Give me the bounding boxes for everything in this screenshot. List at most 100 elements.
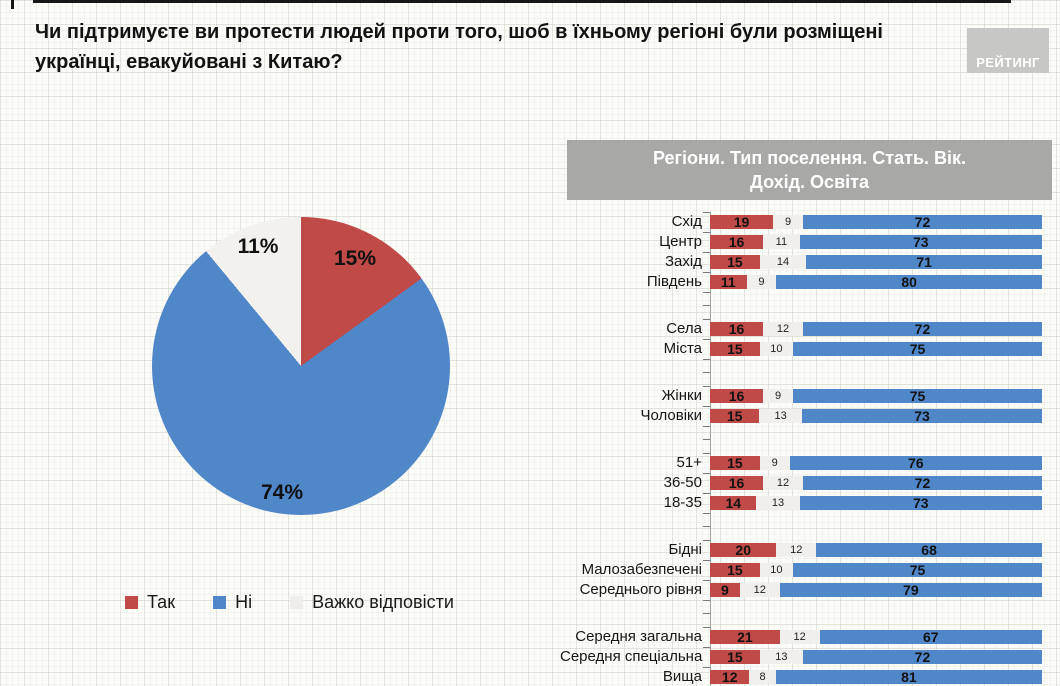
segment-no: 68 <box>816 543 1042 557</box>
segment-hard-to-say: 13 <box>756 496 800 510</box>
bar-stack: 9 12 79 <box>703 580 1042 600</box>
bar-group: Середня загальна 21 12 67 Середня спеціальна… <box>560 627 1042 686</box>
segment-yes: 15 <box>710 563 760 577</box>
segment-no: 71 <box>806 255 1042 269</box>
pie-legend: Так Ні Важко відповісти <box>125 592 454 613</box>
legend-swatch-hard-to-say-icon <box>290 596 304 609</box>
segment-hard-to-say: 9 <box>746 275 777 289</box>
segment-no: 80 <box>776 275 1042 289</box>
segment-hard-to-say: 10 <box>759 342 793 356</box>
bar-row-label: Вища <box>662 668 702 685</box>
segment-no: 75 <box>792 389 1042 403</box>
bar-stack: 15 9 76 <box>703 453 1042 473</box>
bar-group-spacer <box>560 513 1042 540</box>
bar-stack: 19 9 72 <box>703 212 1042 232</box>
bar-group-spacer <box>560 359 1042 386</box>
top-left-border-dash <box>11 0 14 9</box>
bar-row-label: Жінки <box>661 387 702 404</box>
bar-group: 51+ 15 9 76 36-50 16 12 72 18-35 14 13 73 <box>560 453 1042 513</box>
bar-row-label: Чоловіки <box>640 407 702 424</box>
segment-no: 72 <box>802 215 1042 229</box>
bar-stack: 20 12 68 <box>703 540 1042 560</box>
segment-hard-to-say: 14 <box>759 255 807 269</box>
segment-no: 72 <box>802 476 1042 490</box>
rating-group-logo: РЕЙТИНГ <box>967 28 1049 73</box>
breakdown-bar-chart: Схід 19 9 72 Центр 16 11 73 Захід 15 14 71 Південь 11… <box>560 212 1042 686</box>
breakdown-header-line-1: Регіони. Тип поселення. Стать. Вік. <box>652 148 967 168</box>
bar-row-label: Малозабезпечені <box>581 561 702 578</box>
bar-group: Села 16 12 72 Міста 15 10 75 <box>560 319 1042 359</box>
bar-stack: 16 9 75 <box>703 386 1042 406</box>
bar-row: Села 16 12 72 <box>560 319 1042 339</box>
bar-stack: 14 13 73 <box>703 493 1042 513</box>
segment-yes: 16 <box>710 389 764 403</box>
bar-row: Малозабезпечені 15 10 75 <box>560 560 1042 580</box>
segment-yes: 19 <box>710 215 774 229</box>
bar-row-label: Міста <box>663 340 702 357</box>
title-line-1: Чи підтримуєте ви протести людей проти т… <box>35 21 883 43</box>
segment-no: 73 <box>799 496 1042 510</box>
bar-row-label: Середня загальна <box>575 628 702 645</box>
bar-row-label: Захід <box>665 253 702 270</box>
bar-stack: 16 11 73 <box>703 232 1042 252</box>
logo-text: РЕЙТИНГ <box>976 55 1040 70</box>
segment-yes: 15 <box>710 409 760 423</box>
bar-row-label: Бідні <box>668 541 702 558</box>
segment-hard-to-say: 9 <box>773 215 803 229</box>
bar-stack: 15 10 75 <box>703 560 1042 580</box>
bar-row: Середнього рівня 9 12 79 <box>560 580 1042 600</box>
bar-group-spacer <box>560 292 1042 319</box>
segment-no: 76 <box>789 456 1042 470</box>
breakdown-header: Регіони. Тип поселення. Стать. Вік. Дохі… <box>567 140 1052 200</box>
bar-stack: 15 13 72 <box>703 647 1042 667</box>
legend-item-hard-to-say: Важко відповісти <box>290 592 454 613</box>
bar-row-label: Схід <box>671 213 702 230</box>
bar-row: Захід 15 14 71 <box>560 252 1042 272</box>
segment-hard-to-say: 12 <box>739 583 780 597</box>
pie-label-hard-to-say: 11% <box>237 235 279 258</box>
bar-stack: 15 14 71 <box>703 252 1042 272</box>
bar-group: Схід 19 9 72 Центр 16 11 73 Захід 15 14 71 Південь 11… <box>560 212 1042 292</box>
segment-hard-to-say: 8 <box>749 670 776 684</box>
segment-hard-to-say: 12 <box>779 630 820 644</box>
bar-row: Жінки 16 9 75 <box>560 386 1042 406</box>
segment-no: 67 <box>819 630 1042 644</box>
bar-row: Середня загальна 21 12 67 <box>560 627 1042 647</box>
bar-stack: 15 10 75 <box>703 339 1042 359</box>
pie-chart: 15% 11% 74% <box>152 217 450 515</box>
bar-stack: 11 9 80 <box>703 272 1042 292</box>
survey-question-title: Чи підтримуєте ви протести людей проти т… <box>35 17 955 77</box>
breakdown-header-line-2: Дохід. Освіта <box>750 172 869 192</box>
segment-hard-to-say: 12 <box>776 543 817 557</box>
bar-row: 51+ 15 9 76 <box>560 453 1042 473</box>
bar-group-spacer <box>560 426 1042 453</box>
bar-stack: 15 13 73 <box>703 406 1042 426</box>
segment-no: 79 <box>779 583 1042 597</box>
segment-hard-to-say: 9 <box>759 456 790 470</box>
segment-yes: 15 <box>710 342 760 356</box>
legend-item-no: Ні <box>213 592 252 613</box>
segment-hard-to-say: 13 <box>759 409 803 423</box>
bar-stack: 21 12 67 <box>703 627 1042 647</box>
bar-row-label: 51+ <box>676 454 702 471</box>
bar-row-label: Центр <box>659 233 702 250</box>
segment-hard-to-say: 11 <box>763 235 800 249</box>
segment-hard-to-say: 12 <box>763 322 803 336</box>
bar-stack: 16 12 72 <box>703 473 1042 493</box>
bar-row: Міста 15 10 75 <box>560 339 1042 359</box>
segment-yes: 14 <box>710 496 757 510</box>
segment-no: 75 <box>792 342 1042 356</box>
bar-row-label: 18-35 <box>663 494 702 511</box>
bar-row-label: Середнього рівня <box>579 581 702 598</box>
segment-yes: 20 <box>710 543 777 557</box>
bar-row: 36-50 16 12 72 <box>560 473 1042 493</box>
bar-row: Чоловіки 15 13 73 <box>560 406 1042 426</box>
segment-hard-to-say: 9 <box>763 389 793 403</box>
bar-row: Вища 12 8 81 <box>560 667 1042 686</box>
segment-yes: 12 <box>710 670 750 684</box>
title-line-2: українці, евакуйовані з Китаю? <box>35 51 343 73</box>
bar-row: 18-35 14 13 73 <box>560 493 1042 513</box>
legend-swatch-yes-icon <box>125 596 138 609</box>
bar-stack: 16 12 72 <box>703 319 1042 339</box>
